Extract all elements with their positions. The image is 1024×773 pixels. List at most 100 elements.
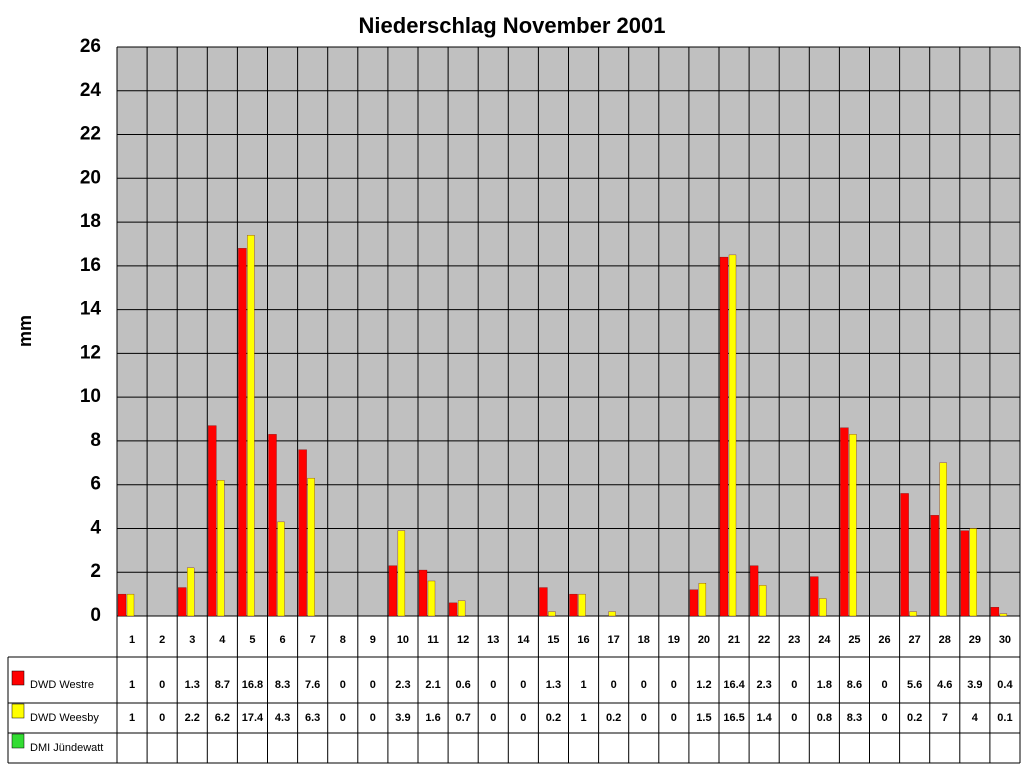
table-value: 0.6 <box>456 679 471 691</box>
x-tick-label: 1 <box>129 634 135 646</box>
legend-swatch <box>11 733 25 749</box>
bar <box>427 580 436 617</box>
table-value: 2.2 <box>185 712 200 724</box>
table-value: 0.2 <box>546 712 561 724</box>
table-value: 6.2 <box>215 712 230 724</box>
y-axis-label: mm <box>15 315 35 347</box>
bar <box>999 613 1008 617</box>
table-value: 8.7 <box>215 679 230 691</box>
x-tick-label: 13 <box>487 634 499 646</box>
table-value: 1.5 <box>696 712 711 724</box>
bar <box>208 425 217 617</box>
x-tick-label: 9 <box>370 634 376 646</box>
table-value: 8.3 <box>275 679 290 691</box>
legend-label: DWD Westre <box>30 679 94 691</box>
table-value: 16.5 <box>723 712 744 724</box>
x-tick-label: 17 <box>608 634 620 646</box>
table-value: 0 <box>791 679 797 691</box>
table-value: 1.3 <box>185 679 200 691</box>
table-value: 0 <box>159 712 165 724</box>
bar <box>117 593 127 617</box>
x-tick-label: 22 <box>758 634 770 646</box>
table-value: 5.6 <box>907 679 922 691</box>
bar <box>749 565 759 617</box>
bar <box>307 477 315 617</box>
y-tick-label: 6 <box>90 474 101 495</box>
bar <box>608 611 616 617</box>
y-tick-label: 12 <box>80 342 101 363</box>
table-value: 0.1 <box>997 712 1012 724</box>
x-tick-label: 24 <box>818 634 831 646</box>
y-tick-label: 0 <box>90 605 101 626</box>
y-tick-label: 24 <box>80 80 102 101</box>
table-value: 0 <box>490 679 496 691</box>
bar <box>217 480 225 617</box>
table-value: 16.4 <box>723 679 745 691</box>
bar <box>388 565 398 617</box>
table-value: 17.4 <box>242 712 264 724</box>
table-value: 1.4 <box>757 712 773 724</box>
legend-swatch <box>11 703 25 719</box>
bar <box>578 593 586 617</box>
bar <box>840 427 849 617</box>
x-tick-label: 4 <box>219 634 226 646</box>
x-tick-label: 8 <box>340 634 346 646</box>
legend-label: DWD Weesby <box>30 712 99 724</box>
y-tick-label: 20 <box>80 167 101 188</box>
table-value: 1 <box>580 679 586 691</box>
table-value: 1.6 <box>425 712 440 724</box>
bar <box>268 434 277 617</box>
y-tick-label: 26 <box>80 36 101 57</box>
table-value: 2.3 <box>395 679 410 691</box>
y-tick-label: 14 <box>80 299 102 320</box>
bar <box>448 602 458 617</box>
x-tick-label: 19 <box>668 634 680 646</box>
x-tick-label: 20 <box>698 634 710 646</box>
table-value: 4.6 <box>937 679 952 691</box>
bar <box>569 593 578 617</box>
y-tick-label: 2 <box>90 561 101 582</box>
y-tick-label: 18 <box>80 211 101 232</box>
x-tick-label: 11 <box>427 634 439 646</box>
table-value: 3.9 <box>967 679 982 691</box>
bar <box>187 567 195 617</box>
bar <box>960 530 969 617</box>
y-tick-label: 10 <box>80 386 101 407</box>
table-value: 1.8 <box>817 679 832 691</box>
chart-title: Niederschlag November 2001 <box>359 13 666 38</box>
legend-swatch <box>11 670 25 686</box>
x-tick-label: 28 <box>939 634 951 646</box>
table-value: 0 <box>370 679 376 691</box>
bar <box>238 248 247 617</box>
table-value: 0 <box>791 712 797 724</box>
table-value: 0 <box>340 679 346 691</box>
x-tick-label: 6 <box>279 634 285 646</box>
table-value: 0 <box>340 712 346 724</box>
table-value: 4 <box>972 712 979 724</box>
bar <box>247 235 255 617</box>
bar <box>397 530 406 617</box>
bar <box>698 583 707 617</box>
table-value: 1.3 <box>546 679 561 691</box>
y-tick-label: 4 <box>90 517 101 538</box>
bar <box>178 587 187 617</box>
x-tick-label: 5 <box>249 634 255 646</box>
bar <box>909 611 917 617</box>
x-tick-label: 3 <box>189 634 195 646</box>
bar <box>758 585 767 617</box>
bar <box>810 576 819 617</box>
table-value: 0.7 <box>456 712 471 724</box>
table-value: 0.2 <box>606 712 621 724</box>
x-tick-label: 26 <box>878 634 890 646</box>
table-value: 0 <box>671 679 677 691</box>
table-value: 8.6 <box>847 679 862 691</box>
bar <box>418 569 428 617</box>
x-tick-label: 15 <box>547 634 559 646</box>
table-value: 7.6 <box>305 679 320 691</box>
x-tick-label: 21 <box>728 634 740 646</box>
table-value: 0 <box>370 712 376 724</box>
x-tick-label: 16 <box>577 634 589 646</box>
bar <box>849 434 857 617</box>
table-value: 4.3 <box>275 712 290 724</box>
table-value: 6.3 <box>305 712 320 724</box>
